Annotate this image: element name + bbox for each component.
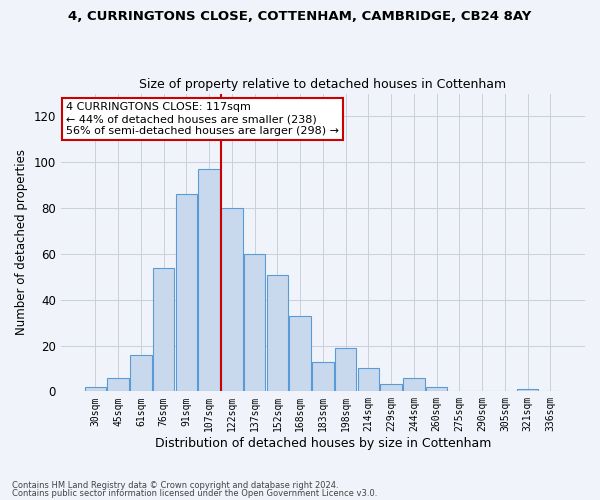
Bar	[221, 208, 243, 392]
Bar	[176, 194, 197, 392]
Bar	[266, 274, 288, 392]
Y-axis label: Number of detached properties: Number of detached properties	[15, 150, 28, 336]
Bar	[426, 387, 448, 392]
Title: Size of property relative to detached houses in Cottenham: Size of property relative to detached ho…	[139, 78, 506, 91]
Bar	[335, 348, 356, 392]
Text: Contains public sector information licensed under the Open Government Licence v3: Contains public sector information licen…	[12, 488, 377, 498]
Bar	[199, 169, 220, 392]
Bar	[130, 354, 152, 392]
Bar	[517, 389, 538, 392]
Text: 4, CURRINGTONS CLOSE, COTTENHAM, CAMBRIDGE, CB24 8AY: 4, CURRINGTONS CLOSE, COTTENHAM, CAMBRID…	[68, 10, 532, 23]
Text: Contains HM Land Registry data © Crown copyright and database right 2024.: Contains HM Land Registry data © Crown c…	[12, 481, 338, 490]
Bar	[289, 316, 311, 392]
X-axis label: Distribution of detached houses by size in Cottenham: Distribution of detached houses by size …	[155, 437, 491, 450]
Bar	[380, 384, 402, 392]
Bar	[85, 387, 106, 392]
Bar	[153, 268, 175, 392]
Text: 4 CURRINGTONS CLOSE: 117sqm
← 44% of detached houses are smaller (238)
56% of se: 4 CURRINGTONS CLOSE: 117sqm ← 44% of det…	[66, 102, 339, 136]
Bar	[244, 254, 265, 392]
Bar	[403, 378, 425, 392]
Bar	[107, 378, 129, 392]
Bar	[358, 368, 379, 392]
Bar	[312, 362, 334, 392]
